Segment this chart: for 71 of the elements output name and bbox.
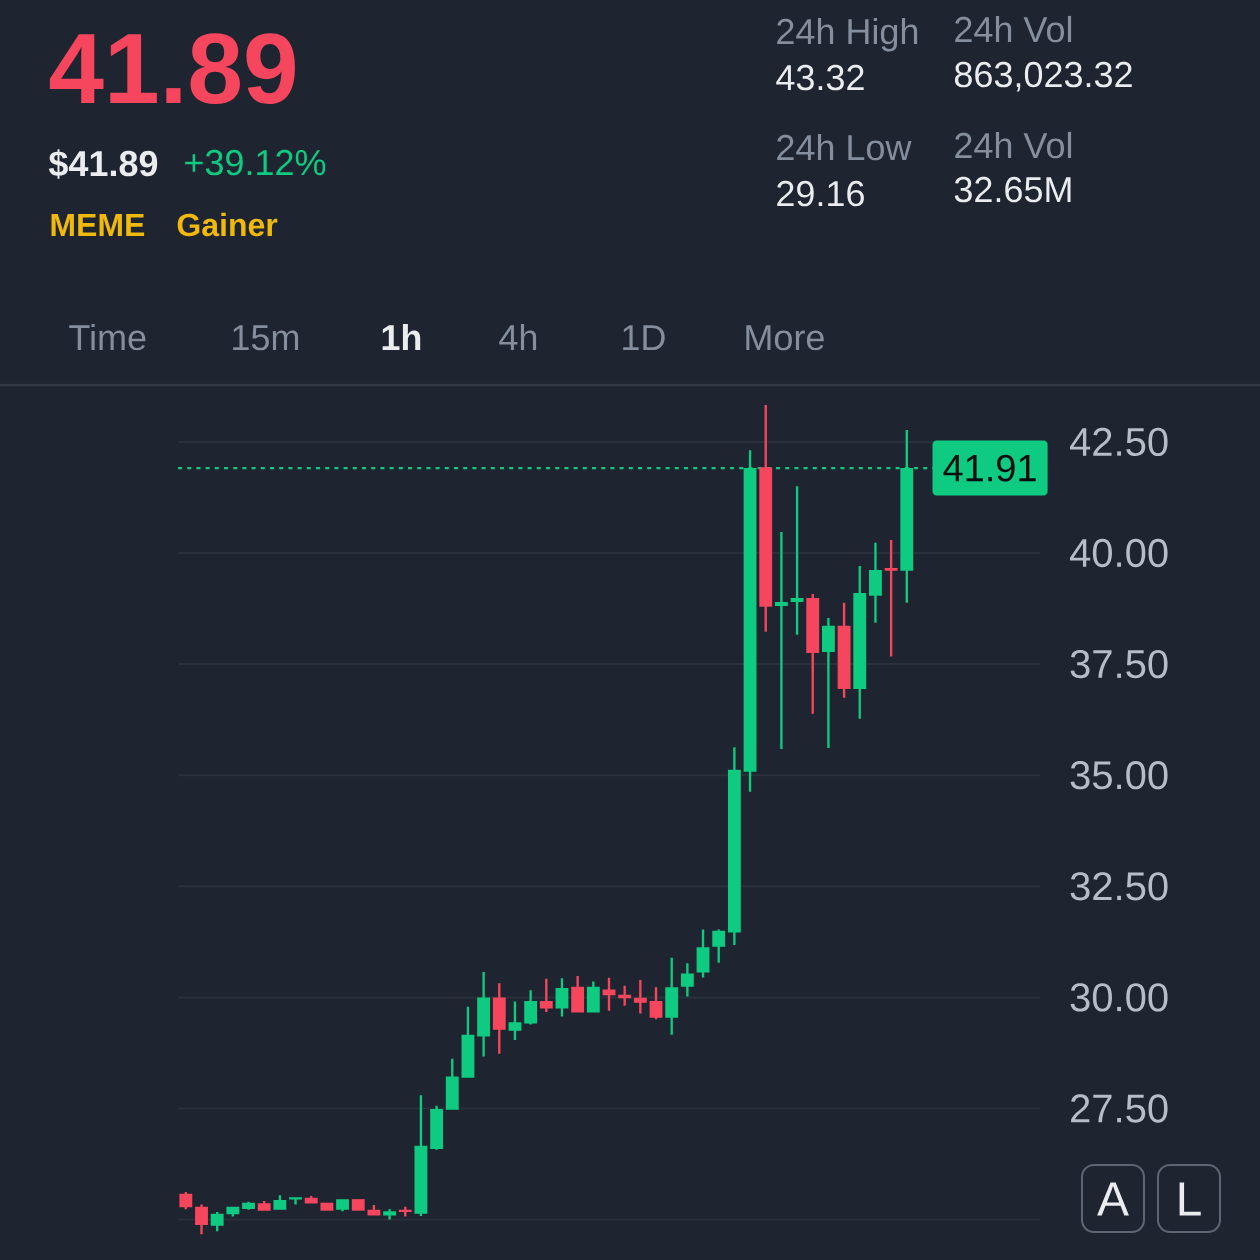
text: 24h Vol: [955, 131, 1072, 159]
candlestick: [837, 602, 851, 698]
candlestick: [555, 978, 569, 1017]
candlestick: [445, 1058, 459, 1110]
candlestick: [806, 593, 820, 714]
candlestick: [696, 929, 710, 978]
text: 24h Low: [777, 133, 912, 161]
candlestick: [383, 1209, 397, 1220]
candlestick: [477, 972, 491, 1057]
candlestick: [336, 1199, 349, 1212]
candlestick: [869, 542, 882, 623]
candlestick: [226, 1206, 240, 1217]
text: More: [746, 325, 824, 351]
ref-line-label: 41.91: [943, 454, 1036, 482]
y-tick-label: 37.50: [1070, 649, 1168, 679]
candlestick: [727, 747, 741, 945]
y-tick-label: 30.00: [1070, 983, 1168, 1012]
candlestick: [210, 1212, 224, 1232]
text: 43.32: [776, 64, 864, 91]
candlestick: [712, 929, 726, 963]
candlestick: [524, 990, 538, 1025]
text: 4h: [499, 323, 537, 351]
candlestick: [821, 617, 835, 749]
text: 41.89: [49, 33, 295, 104]
candlestick: [289, 1197, 302, 1205]
text: A: [1097, 1182, 1129, 1216]
candlestick: [680, 963, 694, 997]
candlestick: [774, 532, 788, 749]
text: $41.89: [48, 149, 158, 179]
candlestick: [179, 1192, 193, 1210]
candlestick: [759, 405, 773, 632]
text: 24h Vol: [955, 15, 1072, 43]
text: L: [1179, 1182, 1201, 1216]
candlestick: [430, 1105, 444, 1150]
y-tick-label: 40.00: [1069, 538, 1168, 568]
y-tick-label: 42.50: [1069, 427, 1168, 457]
text: Time: [69, 323, 146, 351]
candlestick: [633, 980, 647, 1014]
text: 24h High: [777, 17, 918, 52]
y-tick-label: 32.50: [1070, 872, 1168, 901]
text: 1D: [623, 325, 665, 351]
text: Gainer: [177, 212, 278, 237]
candlestick: [304, 1196, 318, 1204]
candlestick: [351, 1199, 365, 1211]
candlestick: [195, 1204, 208, 1235]
candlestick: [618, 985, 632, 1006]
candlestick: [649, 987, 663, 1020]
candlestick: [539, 978, 553, 1013]
candlestick: [367, 1204, 381, 1216]
text: MEME: [51, 213, 145, 237]
candlestick: [508, 1001, 522, 1041]
text: 1h: [382, 323, 421, 351]
y-tick-label: 27.50: [1071, 1094, 1168, 1123]
candlestick: [273, 1195, 287, 1210]
candlestick: [257, 1200, 271, 1211]
text: 15m: [233, 325, 299, 351]
text: 863,023.32: [954, 61, 1132, 92]
y-tick-label: 35.00: [1070, 761, 1168, 790]
candlestick: [665, 957, 679, 1035]
text: +39.12%: [185, 149, 326, 176]
candlestick: [242, 1201, 255, 1210]
candlestick: [586, 981, 600, 1013]
text: 32.65M: [954, 176, 1071, 203]
candlestick: [414, 1095, 428, 1217]
candlestick: [461, 1006, 475, 1078]
candlestick: [492, 983, 506, 1054]
candlestick: [602, 977, 616, 1011]
candlestick: [853, 565, 867, 719]
text: 29.16: [777, 180, 864, 207]
candlestick: [320, 1202, 334, 1211]
candlestick: [571, 976, 585, 1013]
